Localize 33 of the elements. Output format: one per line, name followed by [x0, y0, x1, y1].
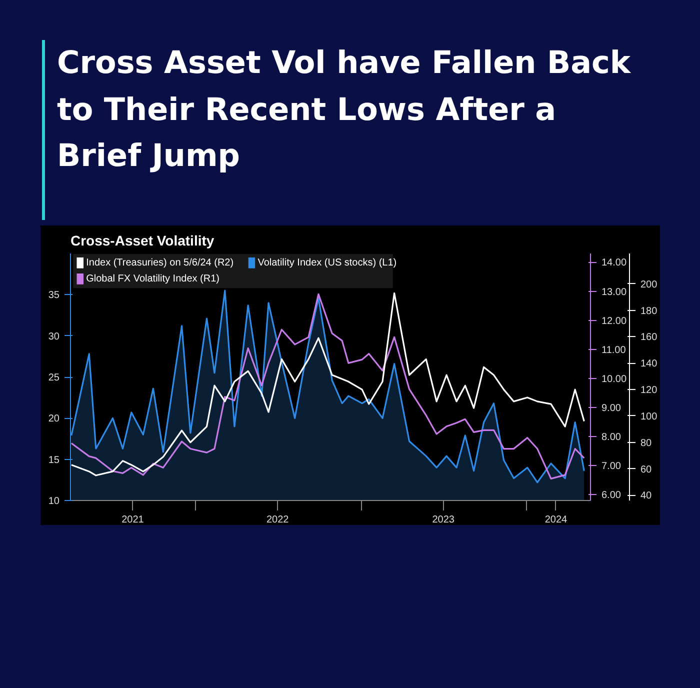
y3-tick-label: 120	[640, 385, 658, 396]
y3-tick-label: 100	[640, 411, 658, 422]
y-tick-label: 30	[48, 331, 60, 342]
legend-label: Index (Treasuries) on 5/6/24 (R2)	[86, 257, 234, 268]
y2-tick-label: 8.00	[602, 432, 622, 444]
y-tick-label: 20	[48, 414, 60, 425]
y3-tick-label: 160	[640, 332, 658, 344]
y3-tick-label: 200	[640, 279, 658, 290]
y-tick-label: 10	[48, 496, 60, 507]
y2-tick-label: 13.00	[602, 286, 627, 298]
y-tick-label: 35	[48, 290, 60, 302]
chart-title: Cross Asset Vol have Fallen Back to Their Recent Lows After a Brief Jump	[57, 44, 632, 176]
y3-tick-label: 180	[640, 306, 658, 317]
chart-subtitle: Cross-Asset Volatility	[70, 232, 214, 248]
y2-tick-label: 10.00	[602, 374, 627, 385]
x-tick-label: 2021	[122, 514, 144, 526]
legend-label: Volatility Index (US stocks) (L1)	[258, 257, 397, 268]
y2-tick-label: 11.00	[602, 344, 626, 356]
y3-tick-label: 40	[640, 490, 652, 502]
x-tick-label: 2023	[432, 514, 455, 526]
y2-tick-label: 7.00	[602, 461, 622, 472]
y3-tick-label: 80	[640, 438, 652, 449]
x-tick-label: 2024	[544, 514, 568, 526]
y-tick-label: 15	[48, 454, 60, 466]
y2-tick-label: 12.00	[602, 316, 627, 327]
y-tick-label: 25	[48, 372, 60, 384]
y2-tick-label: 9.00	[602, 403, 622, 414]
legend-label: Global FX Volatility Index (R1)	[86, 273, 220, 284]
x-tick-label: 2022	[266, 514, 290, 526]
y2-tick-label: 6.00	[602, 490, 622, 502]
y3-tick-label: 140	[640, 358, 658, 370]
y2-tick-label: 14.00	[602, 258, 627, 269]
y3-tick-label: 60	[640, 464, 652, 476]
